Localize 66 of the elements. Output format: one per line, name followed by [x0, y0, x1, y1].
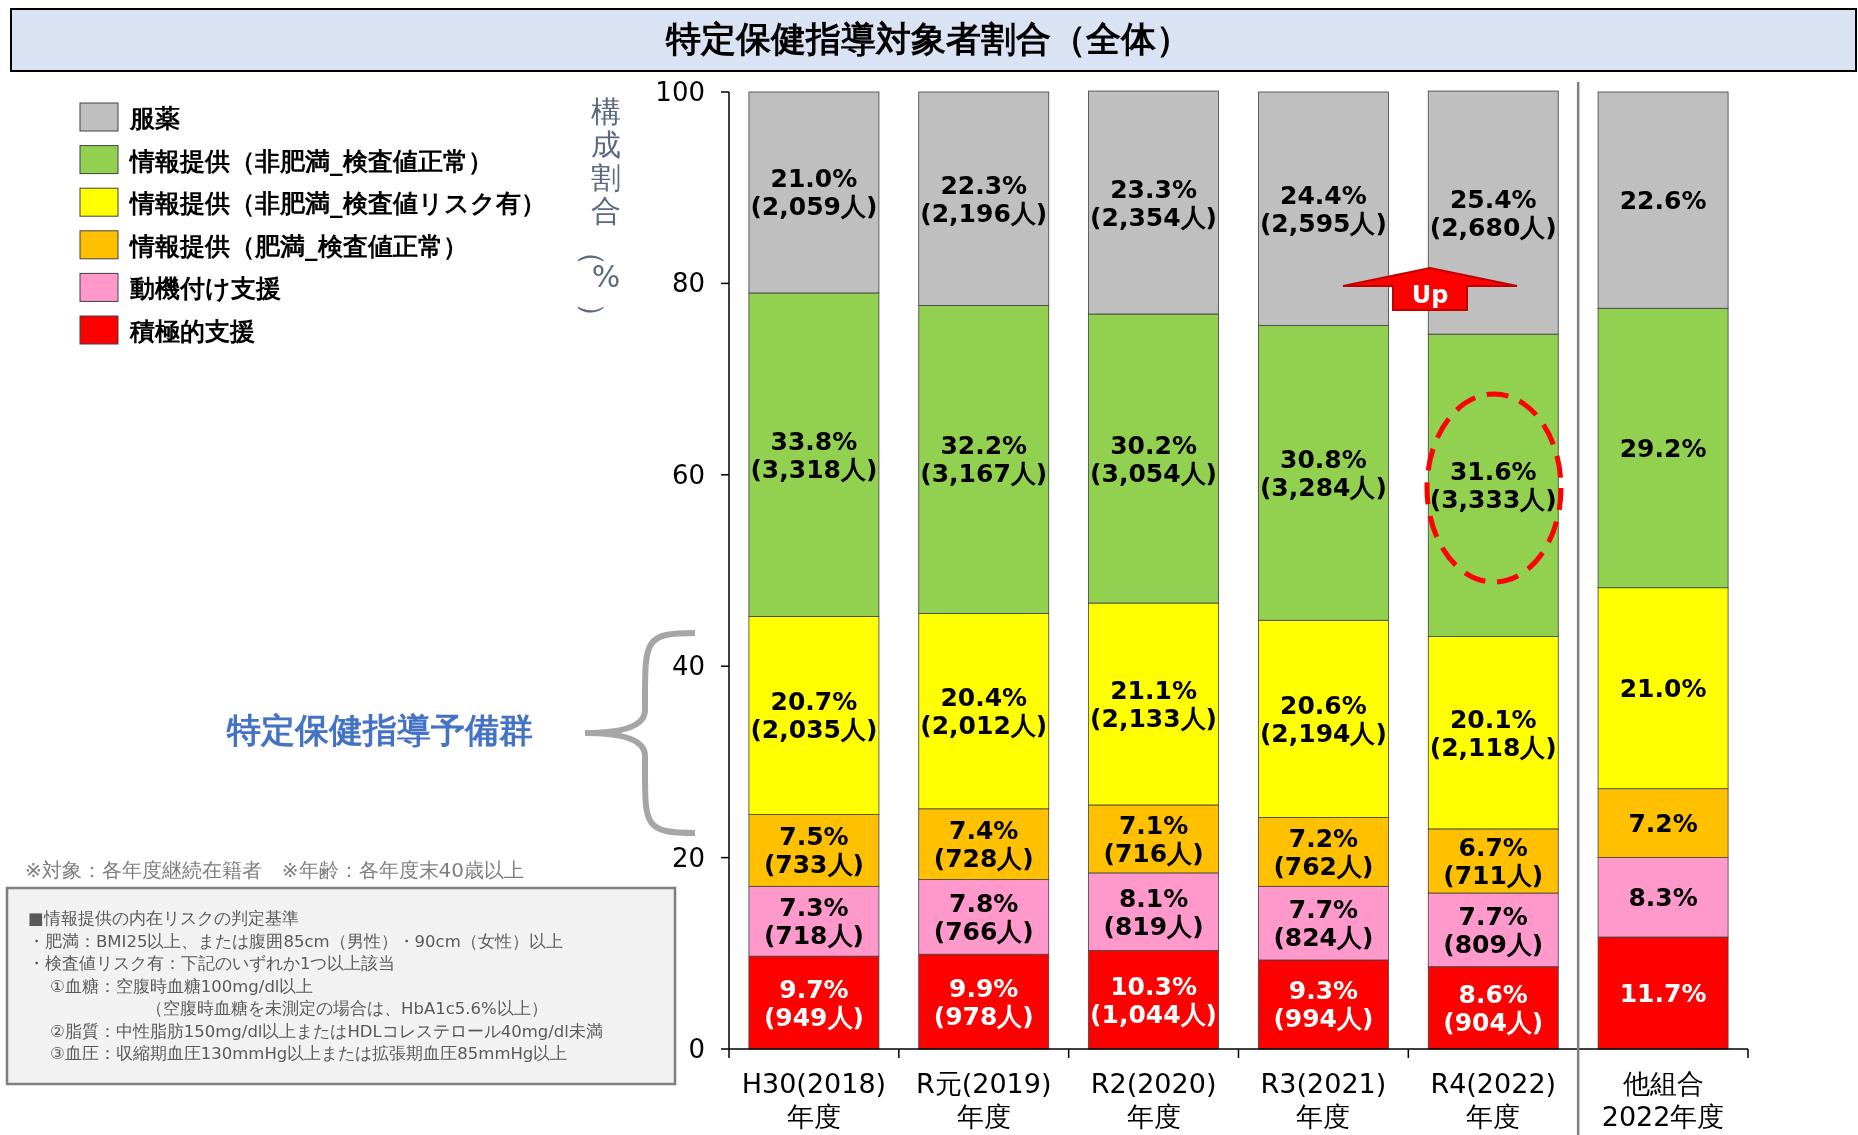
data-label: 7.1% (716人)	[1103, 810, 1204, 868]
data-label: 11.7%	[1619, 979, 1707, 1009]
text: （空腹時血糖を未測定の場合は、HbA1c5.6%以上）	[146, 999, 548, 1018]
data-label: 30.8% (3,284人)	[1259, 444, 1387, 502]
data-label: 20.7% (2,035人)	[750, 687, 878, 745]
legend-label: 情報提供（非肥満_検査値リスク有）	[128, 189, 546, 219]
text: 特定保健指導予備群	[226, 710, 533, 750]
text: ※対象：各年度継続在籍者 ※年齢：各年度末40歳以上	[25, 858, 524, 882]
data-label: 21.0% (2,059人)	[750, 164, 878, 222]
x-tick-label: H30(2018) 年度	[741, 1068, 887, 1132]
data-label: 25.4% (2,680人)	[1429, 184, 1557, 242]
data-label: 23.3% (2,354人)	[1090, 174, 1218, 232]
data-label: 22.3% (2,196人)	[920, 170, 1048, 228]
legend-label: 情報提供（非肥満_検査値正常）	[128, 146, 493, 176]
data-label: 9.7% (949人)	[763, 974, 864, 1032]
text: ■情報提供の内在リスクの判定基準	[28, 909, 299, 928]
data-label: 29.2%	[1619, 434, 1707, 463]
data-label: 30.2% (3,054人)	[1090, 430, 1218, 488]
data-label: 7.7% (824人)	[1273, 895, 1374, 953]
y-axis-title: 構成割合（%）	[576, 94, 621, 332]
data-label: 6.7% (711人)	[1443, 832, 1544, 890]
text: ・肥満：BMI25以上、または腹囲85cm（男性）・90cm（女性）以上	[28, 931, 563, 951]
y-tick-label: 100	[655, 77, 705, 107]
data-label: 20.6% (2,194人)	[1259, 690, 1387, 748]
text: ①血糖：空腹時血糖100mg/dl以上	[50, 976, 314, 996]
data-label: 7.3% (718人)	[763, 893, 864, 951]
data-label: 20.1% (2,118人)	[1429, 704, 1557, 762]
chart-title: 特定保健指導対象者割合（全体）	[664, 19, 1191, 59]
data-label: 9.9% (978人)	[933, 973, 1034, 1031]
annotation: Up	[1411, 281, 1449, 309]
legend-label: 服薬	[129, 104, 180, 133]
data-label: 7.2% (762人)	[1273, 823, 1374, 881]
text: ②脂質：中性脂肪150mg/dl以上またはHDLコレステロール40mg/dl未満	[50, 1021, 603, 1041]
data-label: 32.2% (3,167人)	[920, 431, 1048, 489]
data-label: 33.8% (3,318人)	[750, 426, 878, 484]
data-label: 21.0%	[1619, 674, 1707, 704]
y-tick-label: 60	[671, 459, 705, 490]
data-label: 8.6% (904人)	[1443, 979, 1544, 1037]
legend-label: 積極的支援	[129, 317, 255, 346]
y-tick-label: 40	[671, 651, 705, 682]
y-tick-label: 20	[671, 842, 705, 873]
legend-label: 情報提供（肥満_検査値正常）	[128, 231, 468, 261]
data-label: 8.1% (819人)	[1103, 883, 1204, 941]
data-label: 7.8% (766人)	[933, 888, 1034, 946]
y-tick-label: 0	[688, 1034, 705, 1064]
data-label: 7.5% (733人)	[763, 822, 864, 880]
x-tick-label: R元(2019) 年度	[915, 1068, 1052, 1132]
data-label: 24.4% (2,595人)	[1259, 180, 1387, 238]
legend-label: 動機付け支援	[129, 274, 281, 304]
data-label: 7.4% (728人)	[933, 816, 1034, 874]
data-label: 7.2%	[1628, 809, 1698, 839]
x-tick-label: R4(2022) 年度	[1430, 1068, 1557, 1132]
x-tick-label: 他組合 2022年度	[1601, 1068, 1725, 1132]
y-tick-label: 80	[671, 268, 705, 299]
text: ・検査値リスク有：下記のいずれか1つ以上該当	[28, 954, 396, 973]
data-label: 21.1% (2,133人)	[1090, 676, 1218, 733]
data-label: 9.3% (994人)	[1273, 976, 1374, 1034]
x-tick-label: R2(2020) 年度	[1090, 1068, 1217, 1132]
data-label: 22.6%	[1619, 186, 1707, 216]
text: ③血圧：収縮期血圧130mmHg以上または拡張期血圧85mmHg以上	[50, 1044, 568, 1063]
data-label: 20.4% (2,012人)	[920, 683, 1048, 741]
data-label: 10.3% (1,044人)	[1090, 971, 1218, 1029]
x-tick-label: R3(2021) 年度	[1260, 1068, 1387, 1132]
data-label: 31.6% (3,333人)	[1429, 457, 1557, 515]
data-label: 7.7% (809人)	[1443, 901, 1544, 959]
data-label: 8.3%	[1628, 883, 1698, 913]
